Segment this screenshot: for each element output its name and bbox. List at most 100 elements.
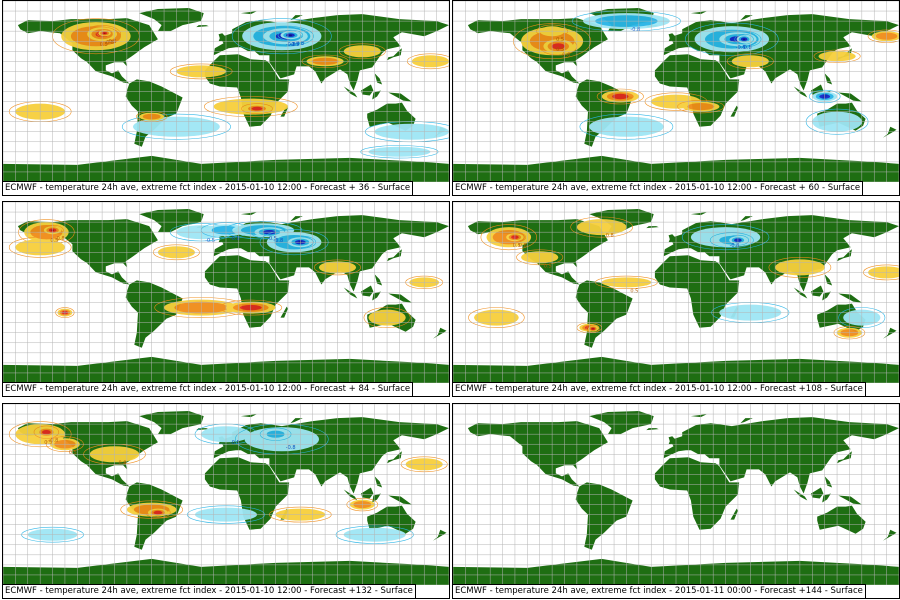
cold-anomaly-region (742, 38, 746, 40)
landmass-south-america (575, 482, 633, 550)
contour-label: 0.8 (57, 236, 65, 242)
landmass-iceland (196, 25, 209, 28)
landmass-japan (387, 249, 402, 262)
landmass-svalbard (240, 414, 257, 418)
warm-anomaly-region (153, 510, 163, 515)
landmass-philippines (374, 274, 383, 286)
landmass-sumatra (343, 287, 358, 299)
landmass-iceland (196, 428, 209, 431)
landmass-borneo (361, 285, 374, 297)
landmass-eurasia (663, 417, 899, 494)
landmass-borneo (361, 487, 374, 499)
landmass-new-guinea (838, 495, 862, 505)
landmass-sumatra (793, 86, 808, 98)
landmass-greenland (589, 411, 654, 435)
landmass-japan (387, 451, 402, 464)
contour-line (231, 18, 332, 55)
contour-line (145, 507, 171, 518)
contour-label: 0.8 (519, 243, 527, 249)
contour-label: 0.5 (44, 440, 52, 446)
warm-anomaly-region (103, 32, 106, 34)
landmass-new-guinea (388, 495, 412, 505)
map-forecast-60: 0.50.80.5-0.8-0.5-0.8 (453, 1, 899, 182)
landmass-sumatra (793, 287, 808, 299)
contour-line (480, 224, 537, 251)
landmass-new-guinea (388, 293, 412, 303)
panel-forecast-144: ECMWF - temperature 24h ave, extreme fct… (452, 403, 900, 599)
landmass-indonesia-east (372, 493, 381, 503)
landmass-svalbard (690, 212, 707, 216)
contour-label: 0.8 (106, 40, 114, 46)
landmass-svalbard (240, 11, 257, 15)
map-forecast-84: 0.50.8 -0.5 -0.8 -0.5-0.8 (3, 202, 449, 383)
graticule-grid (3, 404, 449, 585)
contour-label: 0.5 (544, 263, 552, 269)
landmass-new-guinea (838, 293, 862, 303)
warm-anomaly-region (551, 43, 565, 50)
contour-label: 0.8 (119, 460, 127, 466)
landmass-indonesia-east (372, 291, 381, 301)
warm-anomaly-region (592, 328, 594, 330)
map-forecast-108: 0.50.80.50.80.5-0.8 (453, 202, 899, 383)
panel-caption: ECMWF - temperature 24h ave, extreme fct… (3, 181, 414, 195)
landmass-north-america (467, 421, 608, 487)
landmass-svalbard (690, 414, 707, 418)
contour-label: -0.8 (630, 27, 640, 33)
landmass-north-america (17, 421, 158, 487)
cold-anomaly-region (288, 34, 292, 36)
contour-label: 0.5 (630, 288, 638, 294)
contour-label: -0.8 (286, 42, 296, 48)
landmass-greenland (139, 411, 204, 435)
landmass-svalbard (240, 212, 257, 216)
warm-anomaly-region (42, 430, 51, 435)
warm-anomaly-region (612, 93, 629, 100)
landmass-australia (817, 505, 866, 534)
panel-caption: ECMWF - temperature 24h ave, extreme fct… (3, 382, 414, 396)
contour-line (734, 33, 754, 45)
landmass-new-zealand (882, 126, 897, 138)
panel-forecast-60: 0.5 0.8 0.5 -0.8 -0.5 -0.8 ECMWF - temperatur… (452, 0, 900, 196)
landmass-novaya-zemlya (740, 15, 753, 21)
contour-line (468, 307, 525, 329)
warm-anomaly-region (474, 309, 519, 326)
warm-anomaly-region (251, 106, 263, 111)
contour-label: 0.5 (513, 243, 521, 249)
landmass-madagascar (280, 306, 288, 318)
contour-line (96, 29, 113, 38)
landmass-philippines (824, 274, 833, 286)
panel-forecast-108: 0.5 0.8 0.5 0.8 0.5 -0.8 ECMWF - temperature … (452, 201, 900, 397)
landmass-sumatra (343, 489, 358, 501)
contour-label: -0.5 (736, 45, 746, 51)
contour-label: 0.5 (50, 238, 58, 244)
landmass-greenland (139, 8, 204, 32)
landmass-iceland (646, 226, 659, 229)
landmass-borneo (811, 487, 824, 499)
contour-line (33, 425, 60, 439)
landmass-philippines (374, 73, 383, 85)
landmass-philippines (824, 476, 833, 488)
landmass-svalbard (690, 11, 707, 15)
landmass-new-zealand (432, 529, 447, 541)
map-forecast-36: 0.50.80.5 -0.8-0.5-0.8 (3, 1, 449, 182)
panel-forecast-36: 0.5 0.8 0.5 -0.8 -0.5 -0.8 ECMWF - temperatur… (2, 0, 450, 196)
contour-label: -0.8 (742, 45, 752, 51)
contour-label: -0.5 (205, 238, 215, 244)
landmass-japan (837, 249, 852, 262)
contour-line (684, 22, 779, 56)
contour-label: -0.5 (230, 440, 240, 446)
landmass-madagascar (730, 508, 738, 520)
contour-label: 0.8 (562, 52, 570, 58)
landmass-borneo (811, 285, 824, 297)
landmass-australia (367, 102, 416, 131)
graticule-grid (3, 202, 449, 383)
contour-label: -0.8 (294, 41, 304, 47)
map-forecast-132: 0.50.80.50.8-0.5-0.8 (3, 404, 449, 585)
contour-label: 0.5 (109, 39, 117, 45)
landmass-novaya-zemlya (740, 418, 753, 424)
landmass-greenland (139, 209, 204, 233)
landmass-iceland (646, 428, 659, 431)
graticule-grid (453, 1, 899, 182)
contour-label: 0.5 (100, 42, 108, 48)
graticule-grid (3, 1, 449, 182)
contour-label: 0.5 (556, 47, 564, 53)
